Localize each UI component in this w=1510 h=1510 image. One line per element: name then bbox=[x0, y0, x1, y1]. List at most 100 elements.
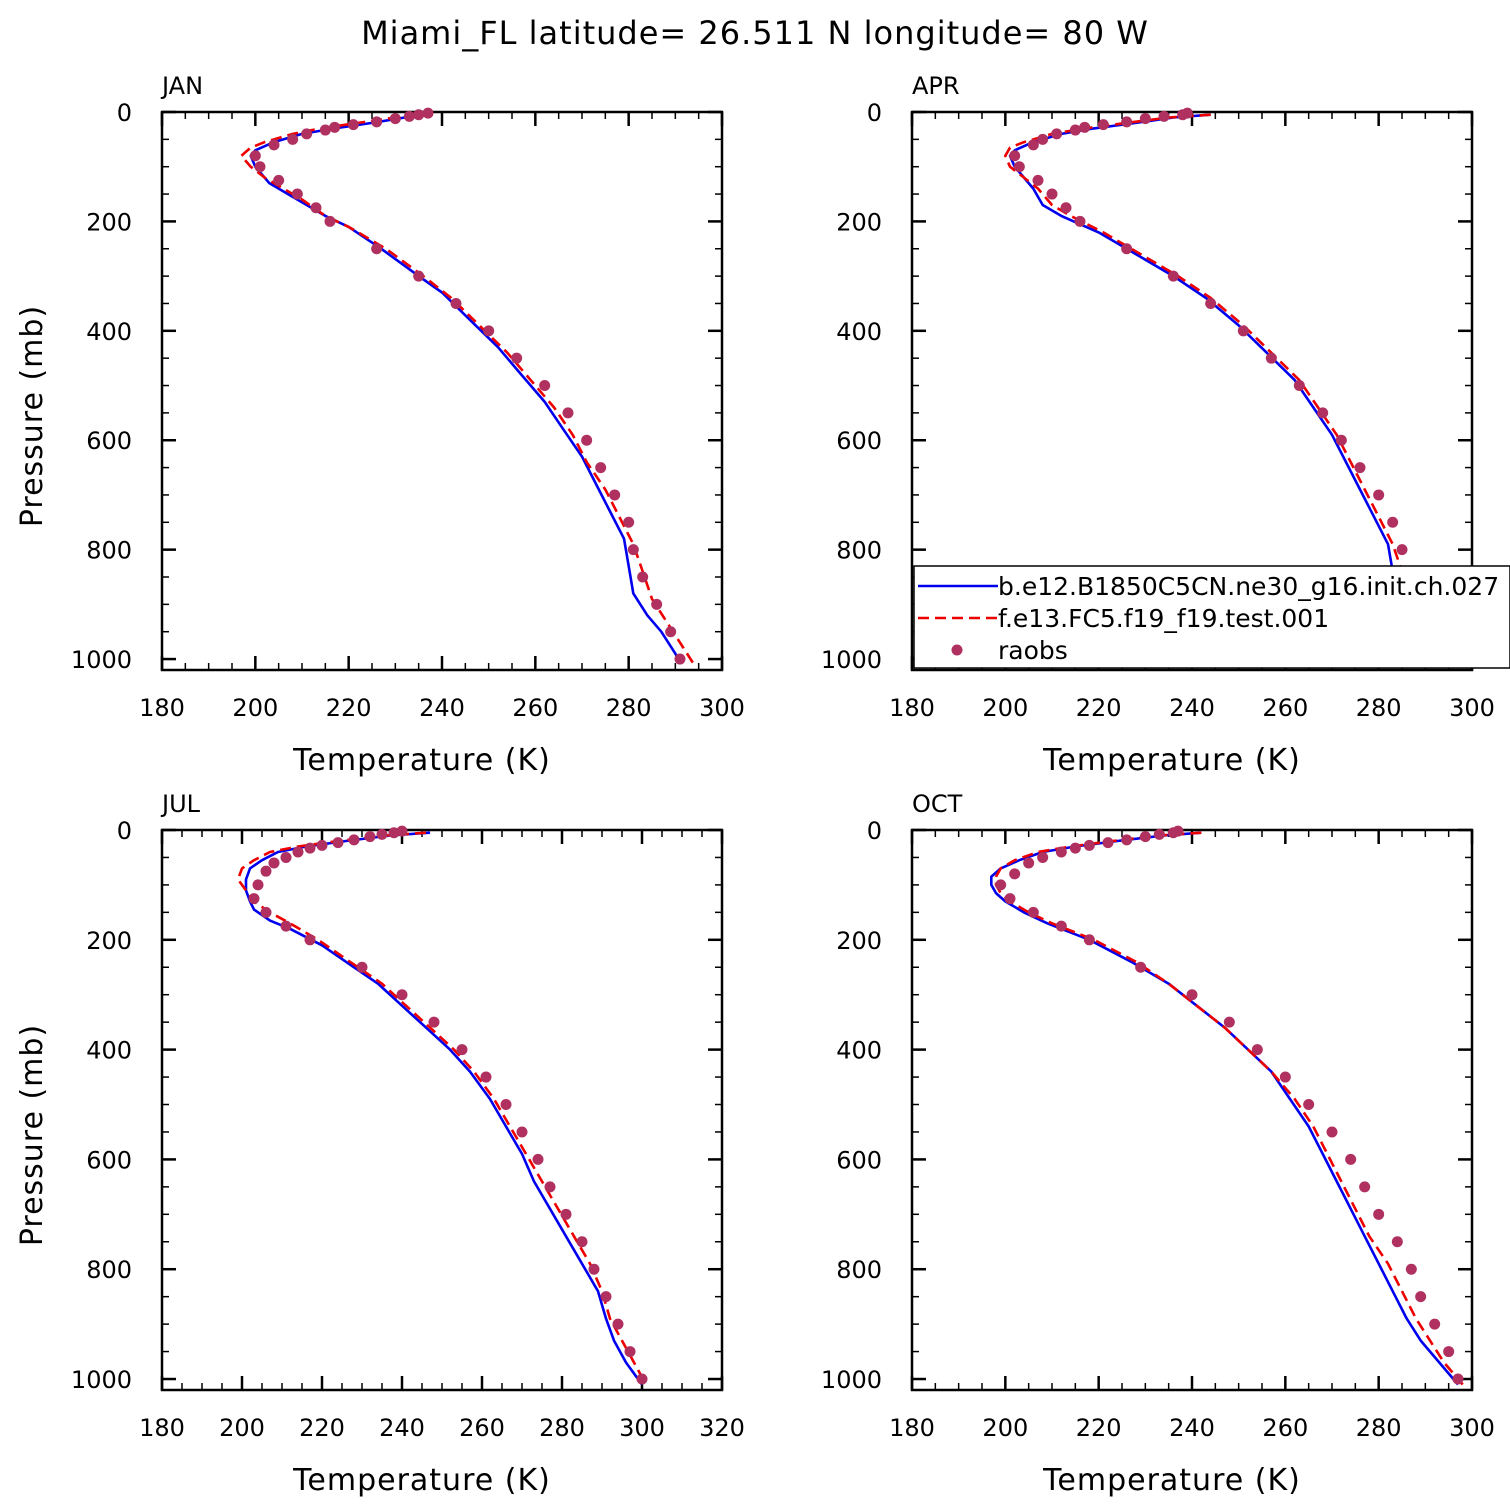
raobs-point bbox=[1405, 1263, 1417, 1275]
raobs-point bbox=[428, 1016, 440, 1028]
x-tick-label: 220 bbox=[1076, 694, 1122, 722]
raobs-point bbox=[371, 116, 383, 128]
raobs-point bbox=[532, 1153, 544, 1165]
x-tick-label: 180 bbox=[889, 1414, 935, 1442]
raobs-point bbox=[1279, 1071, 1291, 1083]
raobs-point bbox=[413, 109, 425, 121]
raobs-point bbox=[1013, 161, 1025, 173]
y-tick-label: 1000 bbox=[71, 1366, 132, 1394]
raobs-point bbox=[376, 828, 388, 840]
raobs-point bbox=[623, 516, 635, 528]
raobs-point bbox=[516, 1126, 528, 1138]
raobs-point bbox=[273, 174, 285, 186]
raobs-point bbox=[450, 297, 462, 309]
raobs-point bbox=[539, 380, 551, 392]
raobs-point bbox=[483, 325, 495, 337]
y-tick-label: 800 bbox=[86, 537, 132, 565]
raobs-point bbox=[456, 1044, 468, 1056]
x-tick-label: 280 bbox=[1356, 694, 1402, 722]
raobs-point bbox=[544, 1181, 556, 1193]
raobs-point bbox=[248, 893, 260, 905]
raobs-point bbox=[1354, 462, 1366, 474]
series-f-line bbox=[240, 113, 696, 666]
y-tick-label: 600 bbox=[836, 427, 882, 455]
raobs-point bbox=[651, 598, 663, 610]
x-tick-label: 280 bbox=[606, 694, 652, 722]
figure-title: Miami_FL latitude= 26.511 N longitude= 8… bbox=[361, 14, 1149, 52]
y-tick-label: 600 bbox=[836, 1146, 882, 1174]
series-f-line bbox=[236, 831, 648, 1386]
raobs-point bbox=[316, 839, 328, 851]
legend-box bbox=[913, 565, 1510, 669]
raobs-point bbox=[1415, 1291, 1427, 1303]
panel-label: JAN bbox=[160, 72, 203, 100]
raobs-point bbox=[1205, 297, 1217, 309]
panel-label: OCT bbox=[912, 790, 963, 818]
x-tick-label: 260 bbox=[1262, 1414, 1308, 1442]
raobs-point bbox=[1046, 188, 1058, 200]
y-tick-label: 1000 bbox=[821, 1366, 882, 1394]
raobs-point bbox=[480, 1071, 492, 1083]
raobs-point bbox=[1023, 857, 1035, 869]
raobs-point bbox=[396, 989, 408, 1001]
x-axis-title: Temperature (K) bbox=[1042, 743, 1301, 778]
series-b-line bbox=[249, 113, 682, 663]
raobs-point bbox=[637, 571, 649, 583]
raobs-point bbox=[674, 653, 686, 665]
raobs-point bbox=[1032, 174, 1044, 186]
y-tick-label: 400 bbox=[86, 318, 132, 346]
y-tick-label: 1000 bbox=[821, 646, 882, 674]
y-tick-label: 200 bbox=[836, 208, 882, 236]
raobs-point bbox=[332, 837, 344, 849]
raobs-point bbox=[1429, 1318, 1441, 1330]
raobs-point bbox=[254, 161, 266, 173]
raobs-point bbox=[329, 121, 341, 133]
raobs-point bbox=[576, 1236, 588, 1248]
raobs-point bbox=[1139, 113, 1151, 125]
raobs-point bbox=[304, 842, 316, 854]
raobs-point bbox=[1177, 109, 1189, 121]
raobs-point bbox=[1265, 352, 1277, 364]
raobs-point bbox=[304, 934, 316, 946]
raobs-point bbox=[1251, 1044, 1263, 1056]
y-tick-label: 1000 bbox=[71, 646, 132, 674]
raobs-point bbox=[1027, 139, 1039, 151]
x-tick-label: 200 bbox=[219, 1414, 265, 1442]
raobs-point bbox=[292, 846, 304, 858]
legend-entry-label: raobs bbox=[998, 636, 1068, 665]
y-tick-label: 800 bbox=[836, 537, 882, 565]
raobs-point bbox=[1167, 827, 1179, 839]
raobs-point bbox=[665, 626, 677, 638]
raobs-point bbox=[301, 128, 313, 140]
raobs-point bbox=[422, 107, 434, 119]
raobs-point bbox=[1051, 128, 1063, 140]
x-tick-label: 240 bbox=[1169, 1414, 1215, 1442]
raobs-point bbox=[319, 124, 331, 136]
raobs-point bbox=[1373, 489, 1385, 501]
raobs-point bbox=[612, 1318, 624, 1330]
raobs-point bbox=[268, 857, 280, 869]
panel-apr: APR 180 200 220 240 260 280 300 0 200 400 600 800 100… bbox=[821, 72, 1495, 778]
x-tick-label: 220 bbox=[326, 694, 372, 722]
x-tick-label: 300 bbox=[619, 1414, 665, 1442]
raobs-point bbox=[500, 1099, 512, 1111]
y-tick-label: 800 bbox=[836, 1256, 882, 1284]
x-tick-label: 220 bbox=[299, 1414, 345, 1442]
x-tick-label: 200 bbox=[232, 694, 278, 722]
y-tick-label: 800 bbox=[86, 1256, 132, 1284]
raobs-point bbox=[280, 920, 292, 932]
raobs-point bbox=[1359, 1181, 1371, 1193]
x-tick-label: 260 bbox=[1262, 694, 1308, 722]
raobs-point bbox=[1102, 837, 1114, 849]
raobs-point bbox=[595, 462, 607, 474]
raobs-point bbox=[1121, 116, 1133, 128]
legend: b.e12.B1850C5CN.ne30_g16.init.ch.027 f.e1… bbox=[913, 565, 1510, 669]
panel-label: JUL bbox=[160, 790, 201, 818]
legend-marker-raobs bbox=[951, 644, 963, 656]
panel-frame bbox=[910, 828, 1474, 1392]
x-axis-title: Temperature (K) bbox=[292, 1463, 551, 1498]
raobs-point bbox=[1069, 842, 1081, 854]
raobs-point bbox=[1027, 906, 1039, 918]
raobs-point bbox=[600, 1291, 612, 1303]
x-tick-label: 300 bbox=[1449, 1414, 1495, 1442]
